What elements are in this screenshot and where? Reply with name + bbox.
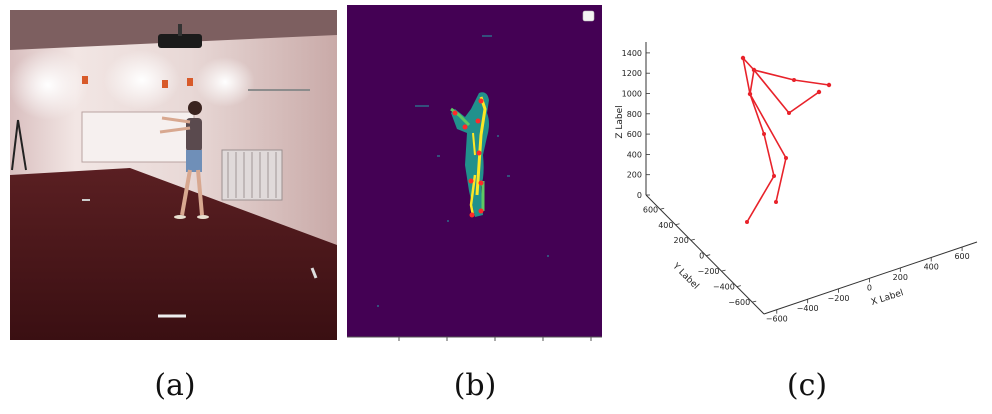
axes-frame xyxy=(645,42,978,315)
axis-tick-mark xyxy=(660,207,665,210)
y-axis-label: Y Label xyxy=(670,261,701,292)
z-tick-label: 400 xyxy=(627,150,642,159)
wall-light xyxy=(104,50,180,110)
person xyxy=(159,101,209,219)
wall-light xyxy=(195,57,255,107)
x-tick-label: −200 xyxy=(828,294,850,303)
z-tick-label: 0 xyxy=(637,191,642,200)
skeleton-bone xyxy=(746,175,775,223)
skeleton-bone xyxy=(788,91,820,114)
caption-a: (a) xyxy=(154,368,196,403)
floor xyxy=(10,168,337,340)
y-tick-label: 400 xyxy=(658,221,673,230)
skeleton xyxy=(742,57,830,223)
skeleton-bone xyxy=(763,133,775,177)
x-tick-label: −400 xyxy=(797,304,819,313)
skeleton-3d-panel: 0 200 400 600 800 1000 1200 1400 600 400 200 0 −200… xyxy=(612,30,987,330)
axis-tick-mark xyxy=(690,238,695,241)
z-tick-label: 800 xyxy=(627,110,642,119)
skeleton-bone xyxy=(749,93,787,159)
axis-tick-mark xyxy=(721,269,726,272)
z-tick-label: 600 xyxy=(627,130,642,139)
z-tick-label: 1200 xyxy=(622,69,642,78)
z-tick-label: 200 xyxy=(627,171,642,180)
y-tick-label: −400 xyxy=(713,283,735,292)
room-photo xyxy=(8,10,337,340)
x-axis-ticks: −600 −400 −200 0 200 400 600 xyxy=(766,247,970,324)
z-axis-label: Z Label xyxy=(615,105,625,138)
y-tick-label: 0 xyxy=(699,252,704,261)
y-tick-label: −200 xyxy=(698,267,720,276)
x-tick-label: 600 xyxy=(954,252,969,261)
z-axis-ticks: 0 200 400 600 800 1000 1200 1400 xyxy=(622,49,650,200)
x-tick-label: 200 xyxy=(893,273,908,282)
y-tick-label: −600 xyxy=(728,298,750,307)
skeleton-bone xyxy=(753,69,795,81)
skeleton-bone xyxy=(753,69,790,114)
skeleton-bone xyxy=(749,93,765,135)
axis-tick-mark xyxy=(752,300,757,303)
axis-tick-mark xyxy=(706,254,711,257)
legend-box xyxy=(582,10,595,22)
caption-c: (c) xyxy=(786,368,828,403)
skeleton-bone xyxy=(742,57,751,95)
y-tick-label: 200 xyxy=(674,236,689,245)
skeleton-bone xyxy=(775,157,787,203)
projector xyxy=(158,34,202,48)
axis-tick-mark xyxy=(675,223,680,226)
photo-panel xyxy=(8,10,337,340)
camera xyxy=(82,76,88,84)
wall-light xyxy=(8,50,88,120)
skeleton-bone xyxy=(742,57,755,71)
axis-tick-mark xyxy=(736,285,741,288)
camera xyxy=(162,80,168,88)
event-heatmap xyxy=(347,5,602,341)
caption-b: (b) xyxy=(453,368,497,403)
x-tick-label: 400 xyxy=(924,262,939,271)
skeleton-joints xyxy=(740,55,832,224)
camera xyxy=(187,78,193,86)
x-tick-label: −600 xyxy=(766,315,788,324)
skeleton-bone xyxy=(749,69,755,95)
keypoints xyxy=(452,98,484,218)
x-tick-label: 0 xyxy=(867,283,872,292)
event-heatmap-panel xyxy=(347,5,602,342)
skeleton-bone xyxy=(793,79,830,86)
z-tick-label: 1000 xyxy=(622,90,642,99)
y-tick-label: 600 xyxy=(643,205,658,214)
x-axis-label: X Label xyxy=(870,288,905,308)
z-tick-label: 1400 xyxy=(622,49,642,58)
